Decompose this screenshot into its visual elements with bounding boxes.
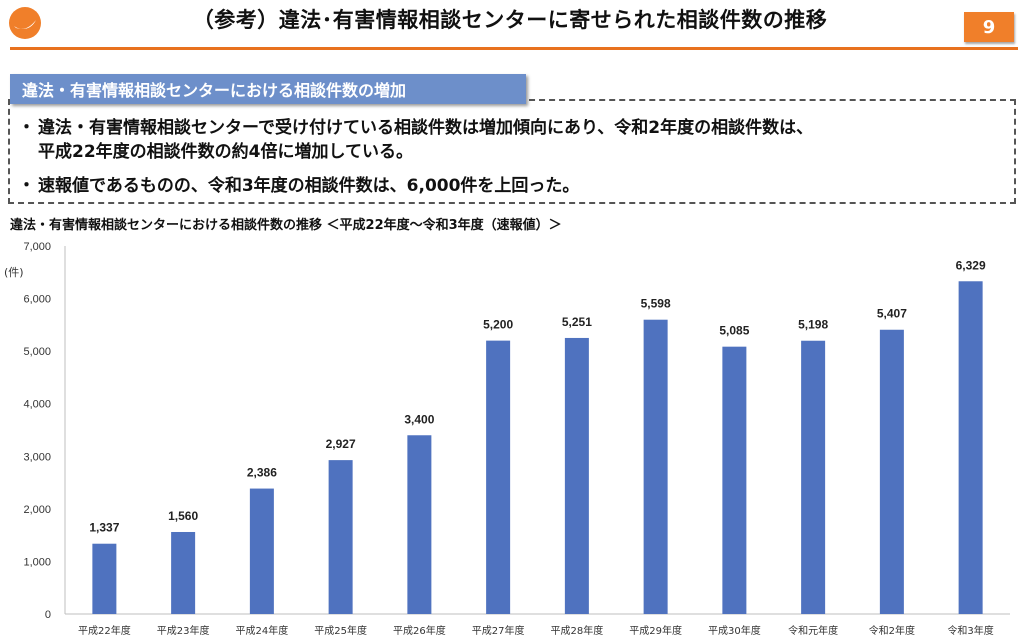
y-tick-label: 1,000: [23, 556, 51, 568]
data-label: 2,927: [326, 437, 356, 451]
bar: [801, 340, 826, 614]
bullet-marker: ・: [18, 118, 35, 138]
bar: [722, 346, 747, 614]
y-tick-label: 2,000: [23, 504, 51, 516]
title-divider: [10, 47, 1018, 50]
bar: [879, 329, 904, 614]
x-tick-label: 平成25年度: [314, 624, 367, 637]
x-tick-label: 平成22年度: [78, 624, 131, 637]
bullet-text: 違法・有害情報相談センターで受け付けている相談件数は増加傾向にあり、令和2年度の…: [38, 118, 814, 138]
data-label: 5,198: [798, 318, 828, 332]
data-label: 5,200: [483, 318, 513, 332]
x-tick-label: 令和3年度: [947, 624, 993, 637]
data-label: 5,251: [562, 315, 592, 329]
y-tick-label: 3,000: [23, 451, 51, 463]
bullet-marker: ・: [18, 176, 35, 196]
bar: [564, 337, 589, 614]
x-tick-label: 平成30年度: [708, 624, 761, 637]
x-tick-label: 令和2年度: [869, 624, 915, 637]
x-tick-label: 平成24年度: [236, 624, 289, 637]
summary-bullet: ・速報値であるものの、令和3年度の相談件数は、6,000件を上回った。: [18, 174, 1008, 198]
summary-bullet: ・違法・有害情報相談センターで受け付けている相談件数は増加傾向にあり、令和2年度…: [18, 116, 1008, 164]
bar: [643, 319, 668, 614]
chart-title: 違法・有害情報相談センターにおける相談件数の推移 ＜平成22年度～令和3年度（速…: [10, 218, 562, 233]
bar: [958, 281, 983, 614]
y-tick-label: 4,000: [23, 399, 51, 411]
bullet-text-continued: 平成22年度の相談件数の約4倍に増加している。: [38, 142, 413, 162]
bar-chart: 0 1,000 2,000 3,000 4,000 5,000 6,000 7,000 (件) 1…: [4, 241, 1010, 637]
y-tick-label: 6,000: [23, 294, 51, 306]
bar: [92, 543, 117, 614]
orange-circle-logo-icon: [9, 7, 41, 39]
bar: [328, 460, 353, 614]
x-tick-label: 平成27年度: [472, 624, 525, 637]
data-label: 1,560: [168, 509, 198, 523]
data-label: 5,598: [641, 297, 671, 311]
x-tick-label: 平成26年度: [393, 624, 446, 637]
x-tick-label: 平成23年度: [157, 624, 210, 637]
x-tick-label: 平成28年度: [551, 624, 604, 637]
data-label: 5,407: [877, 307, 907, 321]
x-tick-label: 令和元年度: [788, 624, 838, 637]
bar: [486, 340, 511, 614]
x-tick-label: 平成29年度: [629, 624, 682, 637]
page-number-badge: 9: [964, 12, 1014, 42]
data-label: 5,085: [719, 324, 749, 338]
data-label: 3,400: [404, 412, 434, 426]
y-tick-label: 7,000: [23, 241, 51, 253]
y-tick-label: 5,000: [23, 346, 51, 358]
section-heading: 違法・有害情報相談センターにおける相談件数の増加: [10, 74, 526, 104]
data-label: 1,337: [89, 521, 119, 535]
bar: [249, 488, 274, 614]
data-label: 6,329: [956, 258, 986, 272]
page-title: （参考）違法･有害情報相談センターに寄せられた相談件数の推移: [192, 8, 828, 32]
y-axis-unit-label: (件): [4, 266, 24, 279]
bar: [407, 435, 432, 614]
bar: [171, 531, 196, 614]
bullet-text: 速報値であるものの、令和3年度の相談件数は、6,000件を上回った。: [38, 176, 580, 196]
y-tick-label: 0: [45, 609, 51, 621]
data-label: 2,386: [247, 466, 277, 480]
